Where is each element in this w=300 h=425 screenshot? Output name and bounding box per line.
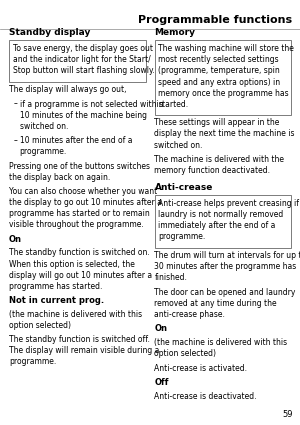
Text: Stop button will start flashing slowly.: Stop button will start flashing slowly.	[13, 66, 155, 76]
Text: and the indicator light for the Start/: and the indicator light for the Start/	[13, 55, 151, 64]
Text: Programmable functions: Programmable functions	[138, 15, 292, 25]
Text: The standby function is switched on.: The standby function is switched on.	[9, 249, 150, 258]
Text: (the machine is delivered with this: (the machine is delivered with this	[9, 310, 142, 319]
Text: programme has started or to remain: programme has started or to remain	[9, 209, 150, 218]
Text: display the next time the machine is: display the next time the machine is	[154, 130, 295, 139]
Text: programme.: programme.	[20, 147, 67, 156]
Text: Pressing one of the buttons switches: Pressing one of the buttons switches	[9, 162, 150, 170]
Text: –: –	[14, 99, 18, 109]
Text: The display will always go out,: The display will always go out,	[9, 85, 127, 94]
Text: immediately after the end of a: immediately after the end of a	[158, 221, 276, 230]
Text: display will go out 10 minutes after a: display will go out 10 minutes after a	[9, 271, 152, 280]
Text: On: On	[154, 324, 167, 333]
Text: These settings will appear in the: These settings will appear in the	[154, 119, 280, 128]
Text: laundry is not normally removed: laundry is not normally removed	[158, 210, 284, 219]
Text: if a programme is not selected within: if a programme is not selected within	[20, 99, 163, 109]
Text: The washing machine will store the: The washing machine will store the	[158, 44, 294, 53]
FancyBboxPatch shape	[154, 40, 291, 115]
Text: anti-crease phase.: anti-crease phase.	[154, 310, 225, 319]
Text: started.: started.	[158, 100, 188, 109]
Text: visible throughout the programme.: visible throughout the programme.	[9, 220, 144, 230]
Text: The machine is delivered with the: The machine is delivered with the	[154, 155, 284, 164]
Text: removed at any time during the: removed at any time during the	[154, 299, 277, 308]
Text: programme.: programme.	[9, 357, 56, 366]
Text: the display back on again.: the display back on again.	[9, 173, 110, 182]
Text: 10 minutes of the machine being: 10 minutes of the machine being	[20, 110, 146, 120]
Text: Standby display: Standby display	[9, 28, 90, 37]
Text: the display to go out 10 minutes after a: the display to go out 10 minutes after a	[9, 198, 162, 207]
Text: programme.: programme.	[158, 232, 206, 241]
Text: The drum will turn at intervals for up to: The drum will turn at intervals for up t…	[154, 251, 300, 260]
Text: (programme, temperature, spin: (programme, temperature, spin	[158, 66, 280, 76]
Text: When this option is selected, the: When this option is selected, the	[9, 260, 135, 269]
Text: option selected): option selected)	[9, 321, 71, 330]
Text: Anti-crease: Anti-crease	[154, 183, 213, 192]
Text: programme has started.: programme has started.	[9, 282, 102, 291]
Text: You can also choose whether you want: You can also choose whether you want	[9, 187, 157, 196]
Text: finished.: finished.	[154, 273, 188, 282]
Text: option selected): option selected)	[154, 349, 217, 358]
Text: (the machine is delivered with this: (the machine is delivered with this	[154, 338, 288, 347]
Text: 10 minutes after the end of a: 10 minutes after the end of a	[20, 136, 132, 145]
Text: Anti-crease is deactivated.: Anti-crease is deactivated.	[154, 392, 257, 401]
Text: Off: Off	[154, 378, 169, 387]
Text: –: –	[14, 136, 18, 145]
FancyBboxPatch shape	[9, 40, 146, 82]
Text: To save energy, the display goes out: To save energy, the display goes out	[13, 44, 153, 53]
Text: speed and any extra options) in: speed and any extra options) in	[158, 77, 280, 87]
Text: Not in current prog.: Not in current prog.	[9, 296, 104, 305]
Text: Memory: Memory	[154, 28, 196, 37]
Text: switched on.: switched on.	[20, 122, 68, 131]
Text: The display will remain visible during a: The display will remain visible during a	[9, 346, 159, 355]
Text: memory once the programme has: memory once the programme has	[158, 89, 289, 98]
Text: switched on.: switched on.	[154, 141, 203, 150]
Text: Anti-crease helps prevent creasing if: Anti-crease helps prevent creasing if	[158, 199, 299, 208]
Text: 59: 59	[282, 410, 292, 419]
Text: On: On	[9, 235, 22, 244]
FancyBboxPatch shape	[154, 195, 291, 248]
Text: The door can be opened and laundry: The door can be opened and laundry	[154, 288, 296, 297]
Text: most recently selected settings: most recently selected settings	[158, 55, 279, 64]
Text: 30 minutes after the programme has: 30 minutes after the programme has	[154, 262, 297, 271]
Text: The standby function is switched off.: The standby function is switched off.	[9, 335, 150, 344]
Text: memory function deactivated.: memory function deactivated.	[154, 166, 271, 175]
Text: Anti-crease is activated.: Anti-crease is activated.	[154, 363, 248, 373]
